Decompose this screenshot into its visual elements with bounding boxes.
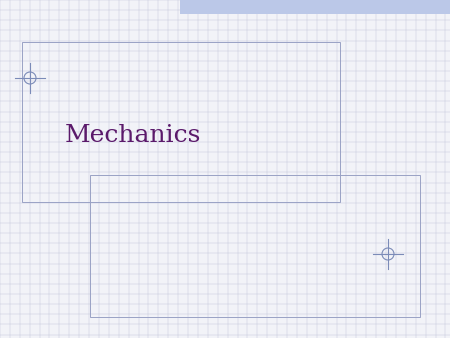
Bar (22, 42, 340, 202)
Bar (90, 175, 420, 317)
Text: Mechanics: Mechanics (65, 123, 202, 146)
Bar (180, 0, 450, 14)
